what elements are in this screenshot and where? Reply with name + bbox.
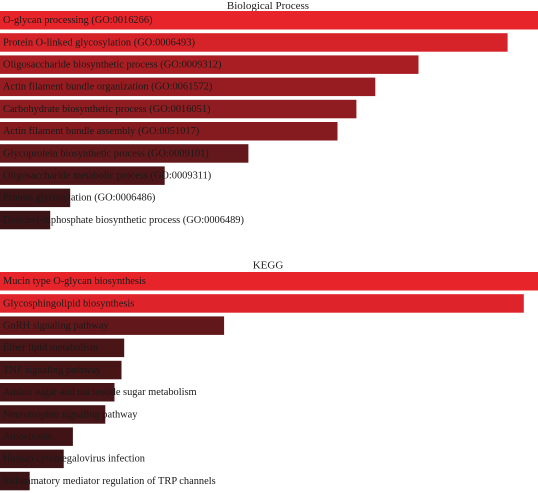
bp-bar-label: Glycoprotein biosynthetic process (GO:00… [3,148,209,159]
bp-bar [0,33,508,52]
bp-bar-label: O-glycan processing (GO:0016266) [3,15,152,26]
bp-bar [0,210,51,230]
kegg-bar-label: GnRH signaling pathway [3,321,109,332]
kegg-bar [0,383,115,402]
kegg-bar-label: Inflammatory mediator regulation of TRP … [3,476,216,487]
bp-bar [0,11,538,30]
kegg-bar [0,449,64,469]
kegg-bar-label: Amino sugar and nucleotide sugar metabol… [3,387,197,398]
kegg-bar [0,471,30,491]
kegg-bar [0,316,225,335]
kegg-bar [0,294,524,313]
bp-bar-label: Protein glycosylation (GO:0006486) [3,193,155,204]
bp-bar-label: Dolichyl-diphosphate biosynthetic proces… [3,215,244,226]
bp-bar [0,144,249,163]
kegg-bar-label: Glycosphingolipid biosynthesis [3,298,134,309]
kegg-bar-label: Amoebiasis [3,432,52,443]
kegg-panel-title: KEGG [253,260,284,272]
bp-bar-label: Actin filament bundle organization (GO:0… [3,82,212,93]
kegg-bar-label: Neurotrophin signaling pathway [3,409,138,420]
kegg-bar-label: TNF signaling pathway [3,365,102,376]
kegg-bar [0,427,73,446]
kegg-bar-label: Mucin type O-glycan biosynthesis [3,276,146,287]
kegg-bar [0,405,106,424]
bp-bar-label: Carbohydrate biosynthetic process (GO:00… [3,104,210,115]
bp-bar-label: Oligosaccharide biosynthetic process (GO… [3,60,221,71]
bp-panel-title: Biological Process [227,0,309,12]
bp-bar-label: Protein O-linked glycosylation (GO:00064… [3,37,195,48]
kegg-bar [0,338,125,358]
bp-bar [0,77,376,97]
bp-bar-label: Oligosaccharide metabolic process (GO:00… [3,171,211,182]
kegg-bar-label: Ether lipid metabolism [3,343,98,354]
bp-bar [0,99,357,119]
kegg-bar-group: Mucin type O-glycan biosynthesis Glycosph… [0,272,538,491]
kegg-bar [0,360,122,380]
bp-bar-label: Actin filament bundle assembly (GO:00510… [3,126,199,137]
kegg-bar-label: Human cytomegalovirus infection [3,454,146,465]
bp-bar [0,166,165,185]
bp-bar [0,122,338,141]
bp-bar [0,55,419,74]
bp-bar-group: O-glycan processing (GO:0016266) Protein … [0,11,538,230]
bp-bar [0,188,71,208]
kegg-bar [0,272,538,291]
